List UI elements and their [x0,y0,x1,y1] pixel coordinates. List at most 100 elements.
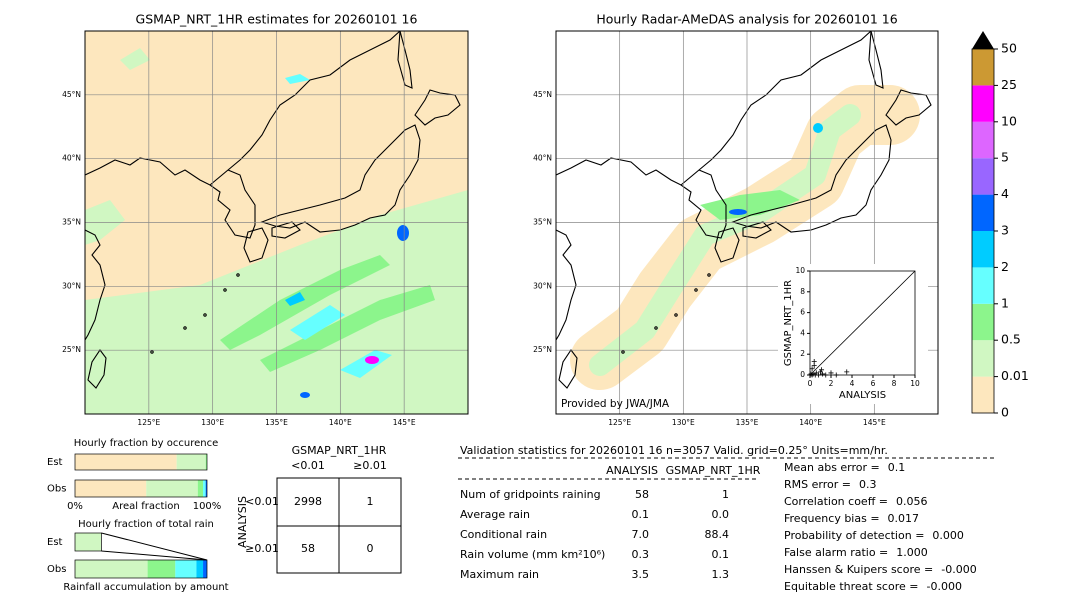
score-value: 0.017 [888,512,920,525]
score-value: 0.056 [896,495,928,508]
plot-frame [84,30,469,415]
score: Correlation coeff = 0.056 [784,495,928,508]
chart-title: GSMAP_NRT_1HR estimates for 20260101 16 [136,12,418,27]
y-tick-label: 35°N [62,218,81,227]
point [815,372,821,378]
score-value: 0.000 [932,529,964,542]
x-tick-label: 135°E [265,418,288,427]
x-axis-label: ANALYSIS [839,390,886,401]
colorbar-label: 50 [1001,41,1017,56]
row-label: Maximum rain [460,568,539,581]
bar-segment [203,560,207,578]
plot-frame [809,270,916,376]
point [819,367,825,373]
x-tick-label: 0% [67,501,83,512]
point [810,371,816,377]
score-value: 1.000 [896,546,928,559]
stats-title: Validation statistics for 20260101 16 n=… [460,444,888,457]
chart-title: Hourly Radar-AMeDAS analysis for 2026010… [596,12,897,27]
table-cell: 0.3 [632,548,650,561]
table-cell: 3.5 [632,568,650,581]
bar-frame [74,479,208,498]
y-tick-label: 45°N [62,90,81,99]
score-value: -0.000 [926,580,961,593]
x-tick-label: 140°E [329,418,352,427]
y-tick-label: 4 [800,328,805,337]
score-label: False alarm ratio = [784,546,888,559]
bar-frame [74,532,102,552]
annotation: Provided by JWA/JMA [561,398,670,410]
score-label: Equitable threat score = [784,580,918,593]
score: RMS error = 0.3 [784,478,876,491]
point [809,366,815,372]
score-value: 0.3 [859,478,877,491]
score: False alarm ratio = 1.000 [784,546,928,559]
x-tick-label: 145°E [863,418,886,427]
x-tick-label: 135°E [736,418,759,427]
y-tick-label: 40°N [62,154,81,163]
score: Frequency bias = 0.017 [784,512,919,525]
x-tick-label: 2 [829,379,834,388]
table-cell: 0 [367,542,374,555]
y-tick-label: 30°N [533,281,552,290]
x-axis-label: Areal fraction [112,501,179,512]
x-tick-label: 125°E [137,418,160,427]
score: Equitable threat score = -0.000 [784,580,962,593]
row-label: Num of gridpoints raining [460,488,601,501]
identity-line [809,270,916,376]
bar-segment [196,560,204,578]
x-tick-label: 130°E [672,418,695,427]
colorbar-label: 2 [1001,259,1009,274]
score-label: Probability of detection = [784,529,924,542]
y-tick-label: 45°N [533,90,552,99]
point [818,369,823,375]
table-cell: 1 [367,495,374,508]
y-tick-label: 8 [800,287,805,296]
table-cell: 0.1 [712,548,730,561]
colorbar-label: 0 [1001,405,1009,420]
row-label: Rain volume (mm km²10⁶) [460,548,605,561]
score: Mean abs error = 0.1 [784,461,905,474]
bar-segment [205,454,207,470]
color-segment [972,85,994,122]
bar-segment [197,480,204,497]
bar-segment [205,480,207,497]
statistics: GSMAP_NRT_1HR <0.01 ≥0.01 ANALYSIS <0.01… [236,444,996,574]
color-segment [972,158,994,195]
score-label: Mean abs error = [784,461,880,474]
colorbar-label: 5 [1001,150,1009,165]
row-title: ANALYSIS [236,496,249,548]
x-tick-label: 100% [193,501,222,512]
colorbar-label: 0.5 [1001,332,1021,347]
bar-frame [74,453,208,471]
table-cell: 2998 [294,495,322,508]
inset-background [778,264,928,404]
row-label: ≥0.01 [245,542,279,555]
colorbar-label: 1 [1001,295,1009,310]
bar-segment [75,560,148,578]
connector [101,532,208,561]
y-tick-label: 2 [800,349,805,358]
bar-segment [203,480,206,497]
color-segment [972,194,994,231]
chart-title: Hourly fraction by occurence [74,438,218,449]
column-label: GSMAP_NRT_1HR [666,464,761,477]
bar-segment [147,560,176,578]
category-label: Est [47,537,63,548]
chart-title: Hourly fraction of total rain [78,519,214,530]
table-cell: 0.1 [632,508,650,521]
x-tick-label: 8 [892,379,897,388]
bar-segment [175,560,197,578]
category-label: Obs [47,564,66,575]
score-value: -0.000 [941,563,976,576]
point [813,370,819,376]
column-label: ANALYSIS [606,464,658,477]
row-label: Average rain [460,508,530,521]
table-cell: 1 [722,488,729,501]
over-triangle [972,31,994,49]
bar-segment [75,454,177,470]
y-tick-label: 30°N [62,281,81,290]
score-value: 0.1 [888,461,906,474]
point [823,372,829,378]
y-axis-label: GSMAP_NRT_1HR [783,280,794,366]
